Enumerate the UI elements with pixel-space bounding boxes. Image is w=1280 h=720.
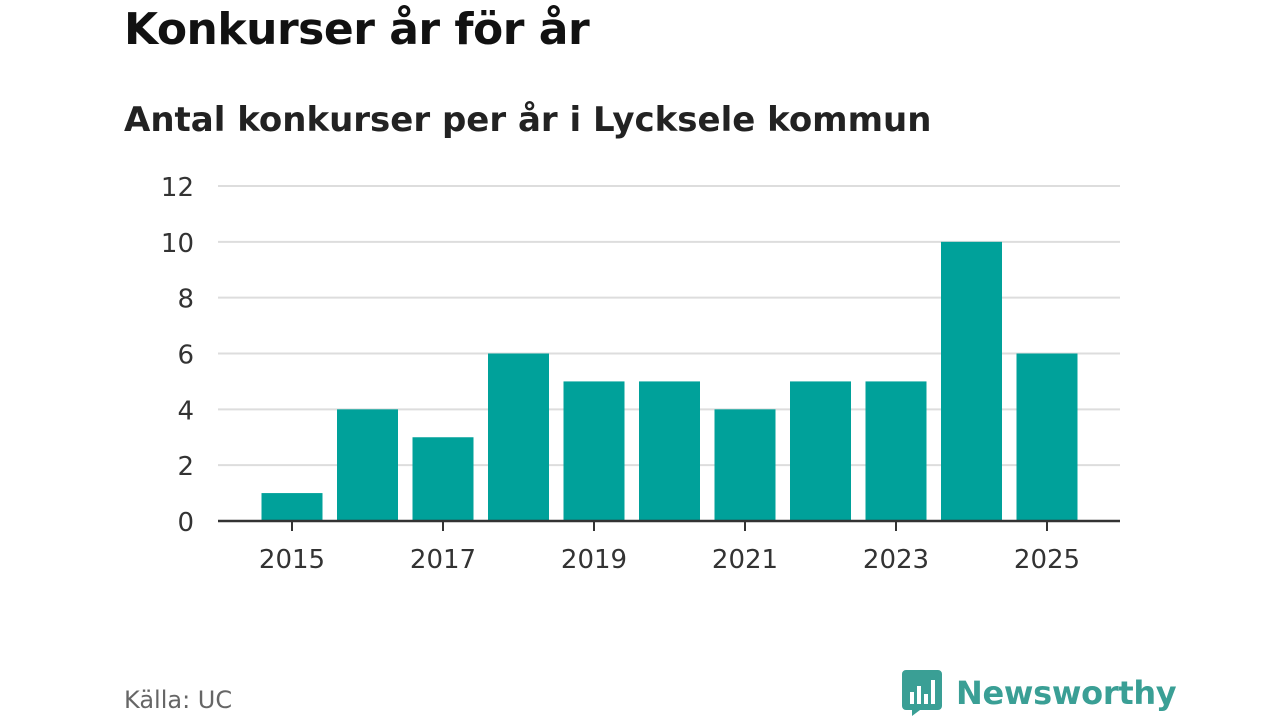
y-tick-label: 0	[177, 508, 194, 538]
brand-logo: Newsworthy	[902, 670, 1177, 716]
x-tick-label: 2019	[561, 545, 627, 575]
y-tick-label: 2	[177, 452, 194, 482]
y-tick-label: 10	[161, 229, 194, 259]
source-note: Källa: UC	[124, 686, 233, 714]
bar-2018	[488, 353, 549, 521]
y-tick-label: 8	[177, 285, 194, 315]
axes: 0 2 4 6 8 10 12 2015 2017 2019 2021 2023 2025	[161, 173, 1120, 575]
chart-title: Konkurser år för år	[124, 4, 590, 55]
x-tick-label: 2021	[712, 545, 778, 575]
x-tick-label: 2017	[410, 545, 476, 575]
x-tick-label: 2025	[1014, 545, 1080, 575]
newsworthy-logo-icon	[902, 670, 942, 716]
x-tick-label: 2023	[863, 545, 929, 575]
bar-2024	[941, 241, 1002, 522]
x-tick-label: 2015	[259, 545, 325, 575]
bar-2020	[639, 381, 700, 521]
brand-name: Newsworthy	[956, 674, 1177, 712]
y-tick-label: 6	[177, 341, 194, 371]
bar-2015	[261, 493, 323, 521]
bar-2021	[714, 409, 776, 521]
bar-2023	[865, 381, 927, 521]
bar-2017	[412, 437, 474, 521]
bar-2016	[337, 409, 398, 521]
chart-subtitle: Antal konkurser per år i Lycksele kommun	[124, 100, 932, 140]
y-tick-label: 12	[161, 173, 194, 203]
y-tick-label: 4	[177, 396, 194, 426]
bar-2025	[1016, 353, 1078, 521]
bar-2019	[563, 381, 625, 521]
bars	[261, 241, 1078, 522]
bar-2022	[790, 381, 851, 521]
